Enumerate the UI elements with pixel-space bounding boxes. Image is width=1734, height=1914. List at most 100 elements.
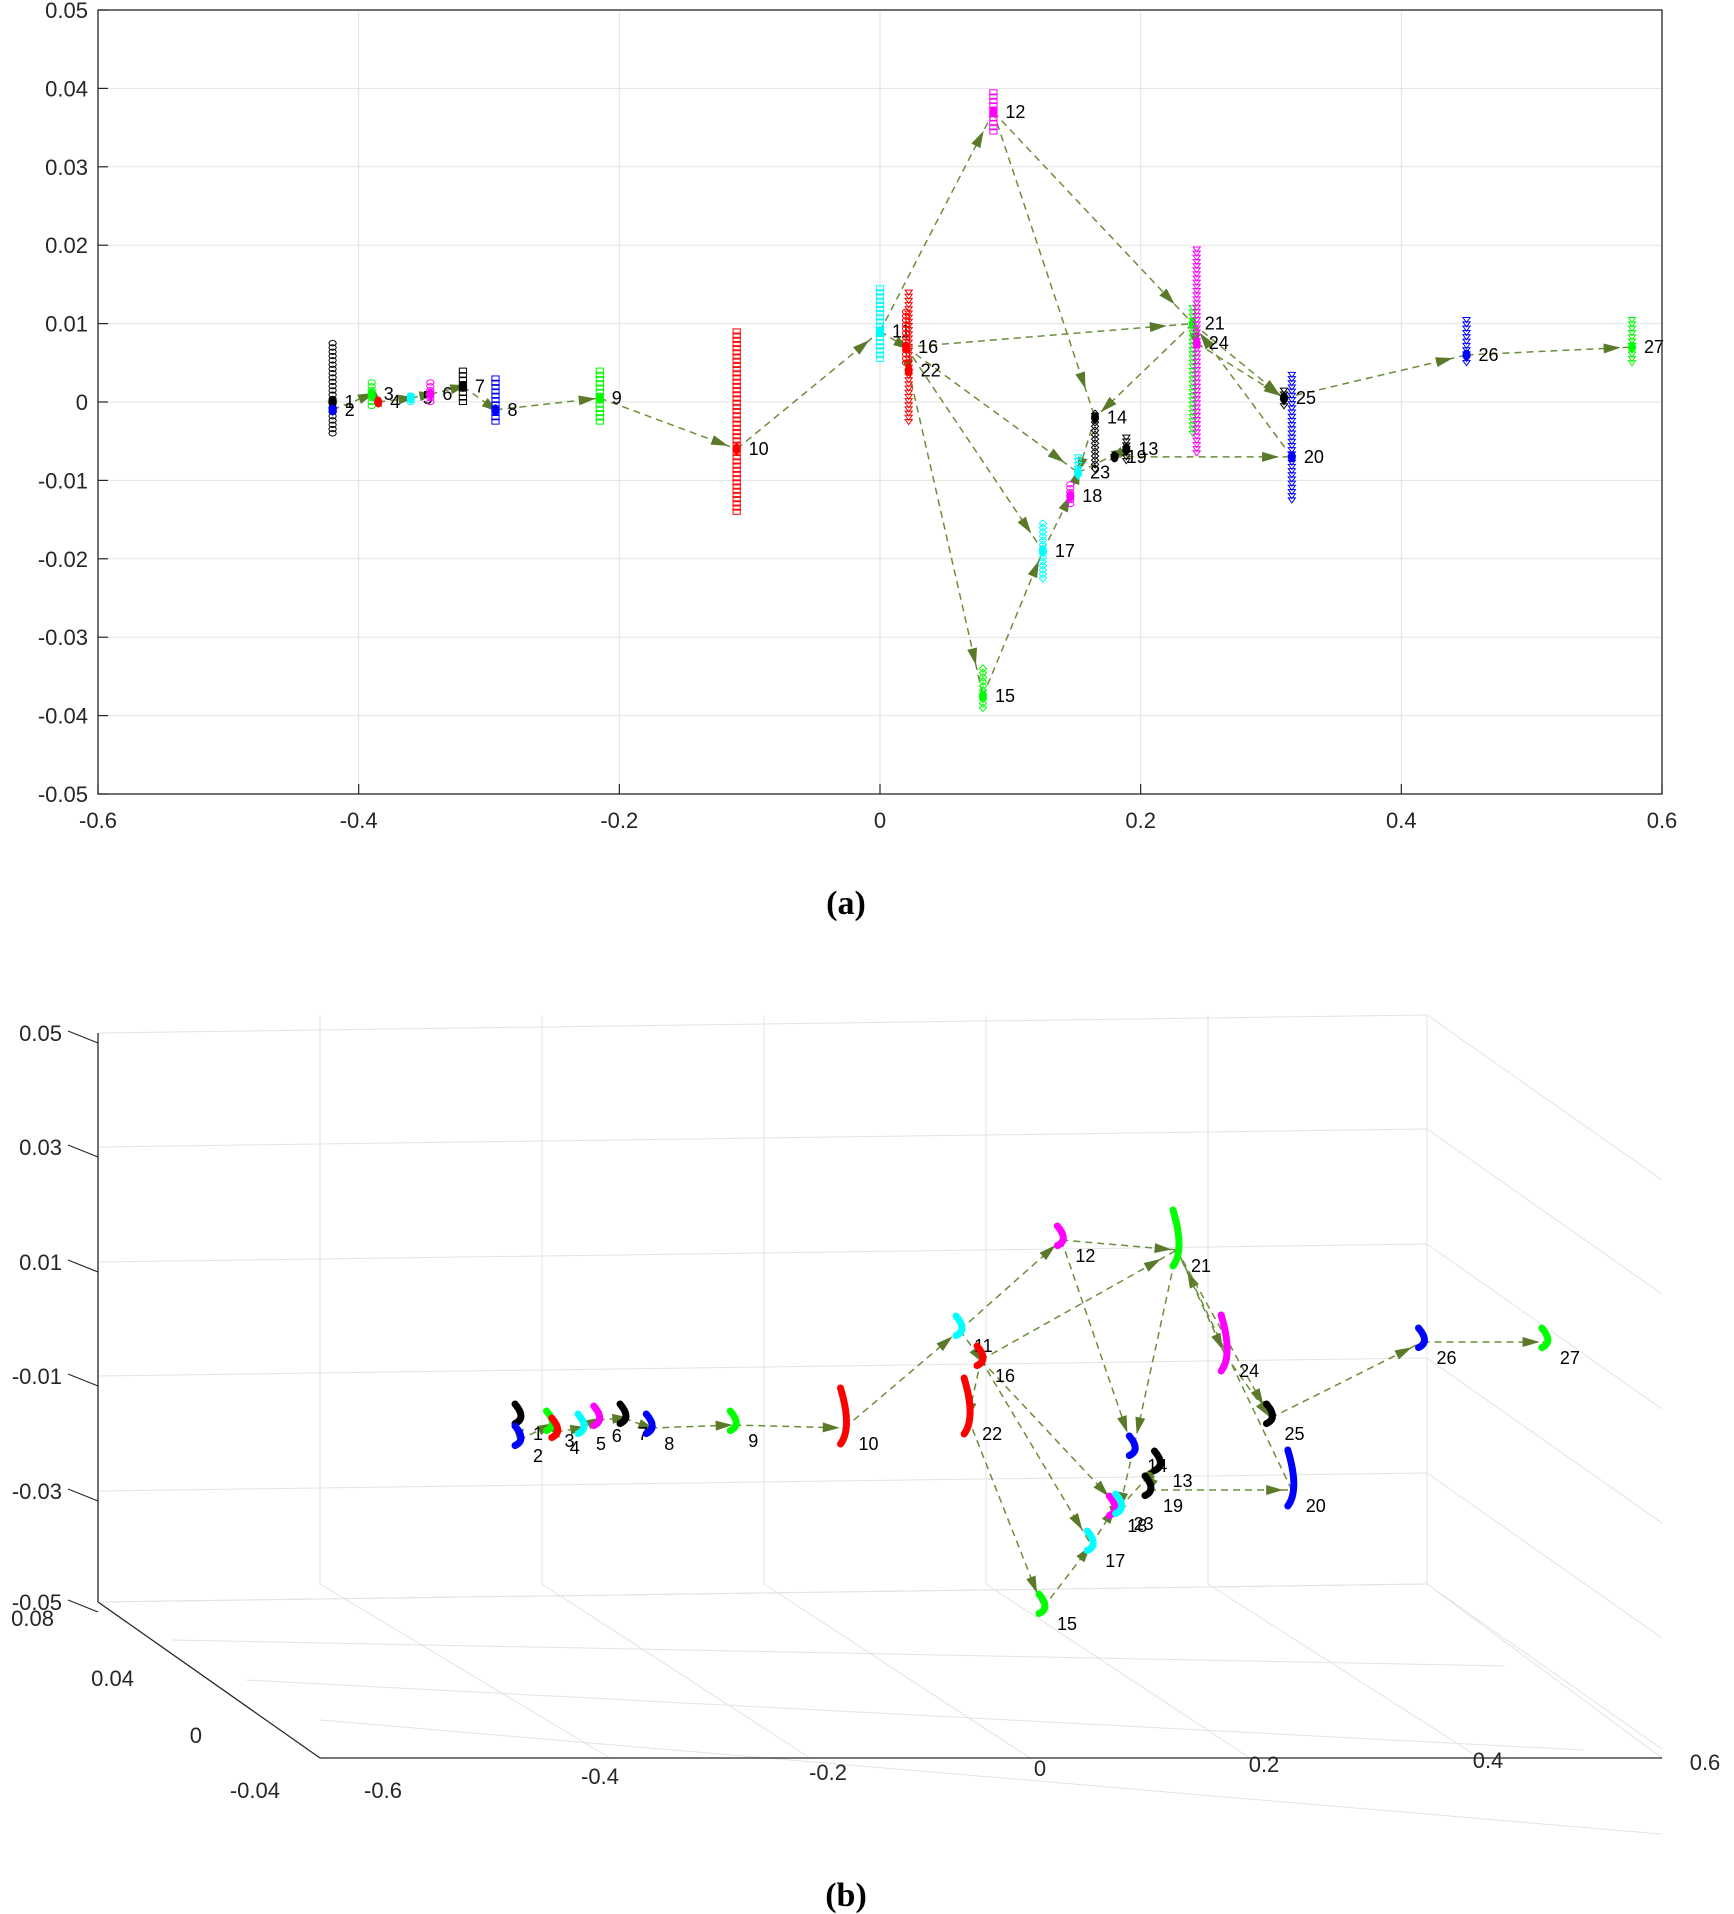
node-marker xyxy=(1192,404,1202,411)
node-6: 6 xyxy=(590,1402,622,1446)
node-7: 7 xyxy=(458,367,485,406)
node-marker xyxy=(1188,405,1198,413)
grid-line-floor-y xyxy=(171,1639,1506,1667)
node-marker xyxy=(1192,263,1202,270)
node-marker xyxy=(1192,304,1202,312)
node-marker xyxy=(875,343,885,350)
node-9: 9 xyxy=(726,1407,758,1451)
node-marker xyxy=(875,285,885,292)
node-marker xyxy=(1192,437,1202,445)
edge-arrow xyxy=(1250,1387,1264,1406)
node-label: 17 xyxy=(1055,541,1075,561)
edge-arrow xyxy=(1149,322,1167,333)
node-marker xyxy=(732,466,741,473)
node-marker xyxy=(1090,460,1100,469)
node-label: 27 xyxy=(1644,337,1664,357)
node-marker xyxy=(1287,388,1297,396)
node-marker xyxy=(904,348,914,355)
node-marker xyxy=(904,310,914,317)
node-marker xyxy=(732,508,741,515)
node-marker xyxy=(904,360,914,367)
node-head xyxy=(1192,337,1201,349)
node-label: 12 xyxy=(1075,1246,1095,1266)
node-marker xyxy=(989,98,998,105)
edge-arrow xyxy=(967,647,978,666)
node-marker xyxy=(1287,468,1297,475)
node-marker xyxy=(1192,425,1202,432)
y-tick-label: 0.03 xyxy=(45,155,88,180)
node-marker xyxy=(875,301,885,308)
node-marker xyxy=(904,418,914,426)
edge-arrow xyxy=(1199,332,1214,350)
edge-line xyxy=(1077,417,1096,473)
node-marker xyxy=(1038,557,1048,566)
node-trace xyxy=(590,1402,604,1430)
node-marker xyxy=(732,470,741,478)
node-16: 16 xyxy=(973,1342,1015,1386)
node-label: 27 xyxy=(1560,1348,1580,1368)
node-label: 19 xyxy=(1127,447,1147,467)
node-head xyxy=(458,380,467,392)
node-5: 5 xyxy=(574,1410,606,1454)
node-marker xyxy=(1192,379,1202,386)
z-tick-label: -0.03 xyxy=(12,1479,62,1504)
node-marker xyxy=(989,124,998,131)
node-marker xyxy=(367,402,376,410)
node-marker xyxy=(1192,333,1202,341)
node-label: 25 xyxy=(1285,1424,1305,1444)
node-21: 21 xyxy=(1169,1206,1211,1276)
node-marker xyxy=(1287,401,1297,408)
node-marker xyxy=(732,500,741,507)
node-marker xyxy=(904,314,914,322)
x-tick-label: -0.2 xyxy=(600,808,638,833)
z-tick-mark xyxy=(67,1373,99,1387)
node-marker xyxy=(904,339,914,347)
grid-line-z xyxy=(97,1472,1428,1492)
edge-arrow xyxy=(1093,1480,1109,1497)
node-marker xyxy=(1461,360,1472,367)
node-marker xyxy=(1287,422,1297,429)
node-marker xyxy=(875,355,885,362)
node-label: 26 xyxy=(1437,1348,1457,1368)
node-trace xyxy=(1035,1590,1049,1618)
node-head xyxy=(989,106,998,118)
node-marker xyxy=(732,458,741,465)
z-tick-mark xyxy=(67,1488,99,1502)
edge-arrow xyxy=(1100,396,1117,413)
node-trace xyxy=(726,1407,740,1435)
node-marker xyxy=(1192,371,1202,378)
grid-line-floor xyxy=(1426,1583,1663,1759)
node-12: 12 xyxy=(989,89,1025,135)
grid-line-floor-y xyxy=(245,1679,1584,1751)
node-marker xyxy=(732,353,741,360)
node-marker xyxy=(1287,380,1297,387)
node-trace xyxy=(1169,1206,1183,1270)
node-label: 1 xyxy=(533,1424,543,1444)
node-marker xyxy=(732,357,741,364)
node-10: 10 xyxy=(837,1384,879,1454)
node-marker xyxy=(1192,421,1202,428)
node-label: 17 xyxy=(1105,1551,1125,1571)
node-marker xyxy=(904,327,914,334)
node-trace xyxy=(1284,1446,1298,1510)
edge-line xyxy=(905,346,1044,552)
node-marker xyxy=(732,395,741,402)
node-marker xyxy=(904,331,914,338)
node-marker xyxy=(732,412,741,419)
node-12: 12 xyxy=(1053,1222,1095,1266)
node-marker xyxy=(595,367,604,374)
axes-frame-b xyxy=(97,1014,1663,1835)
node-marker xyxy=(1192,446,1202,453)
node-marker xyxy=(491,418,500,425)
node-trace xyxy=(1112,1490,1126,1518)
node-marker xyxy=(328,370,337,377)
node-head xyxy=(732,443,741,455)
node-marker xyxy=(595,414,604,421)
node-marker xyxy=(989,93,998,100)
y-axis-line xyxy=(97,1601,321,1759)
node-label: 21 xyxy=(1191,1256,1211,1276)
grid-line-floor xyxy=(1207,1583,1481,1759)
node-marker xyxy=(1192,258,1202,266)
edge-arrow xyxy=(578,395,596,406)
node-marker xyxy=(978,699,988,708)
